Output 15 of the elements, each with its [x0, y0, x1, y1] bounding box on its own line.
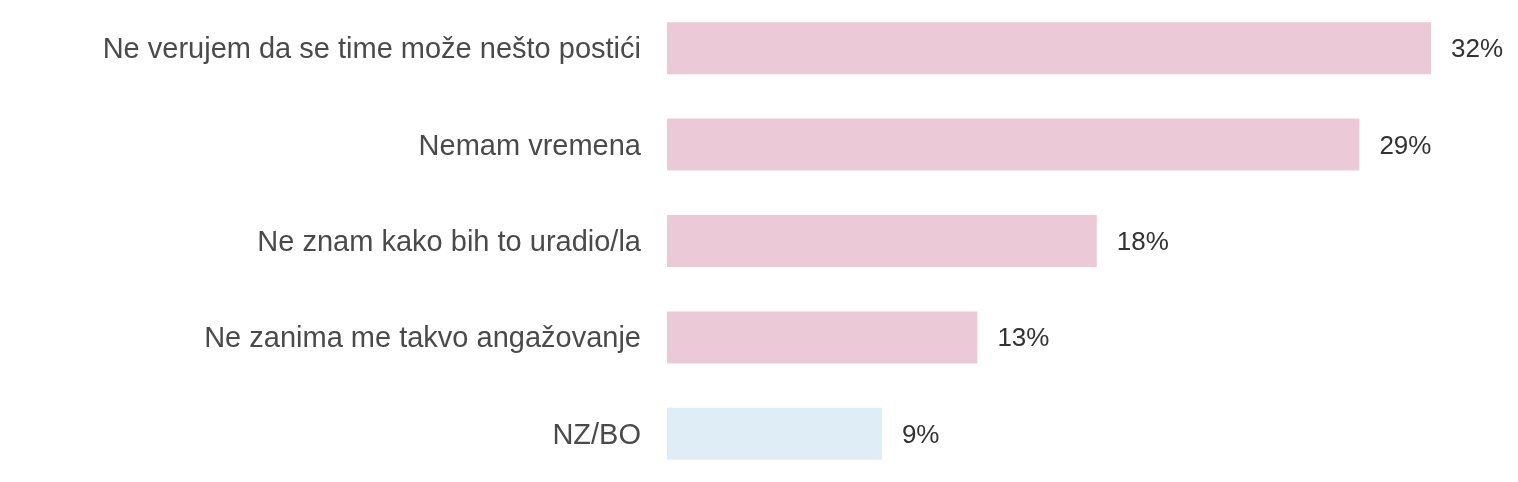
y-tick-label: Ne zanima me takvo angažovanje: [204, 321, 641, 354]
bar: [667, 407, 882, 460]
bar: [667, 22, 1431, 75]
y-tick-label: NZ/BO: [552, 417, 641, 450]
bar: [667, 215, 1097, 267]
y-tick-label: Ne znam kako bih to uradio/la: [257, 225, 642, 257]
data-label: 29%: [1379, 129, 1432, 160]
data-label: 9%: [901, 418, 940, 449]
y-tick-label: Ne verujem da se time može nešto postići: [102, 32, 641, 65]
bar: [667, 311, 978, 364]
data-label: 13%: [997, 322, 1050, 353]
bar: [667, 118, 1360, 171]
y-tick-label: Nemam vremena: [418, 128, 642, 161]
data-label: 32%: [1451, 33, 1504, 64]
data-label: 18%: [1116, 226, 1169, 256]
